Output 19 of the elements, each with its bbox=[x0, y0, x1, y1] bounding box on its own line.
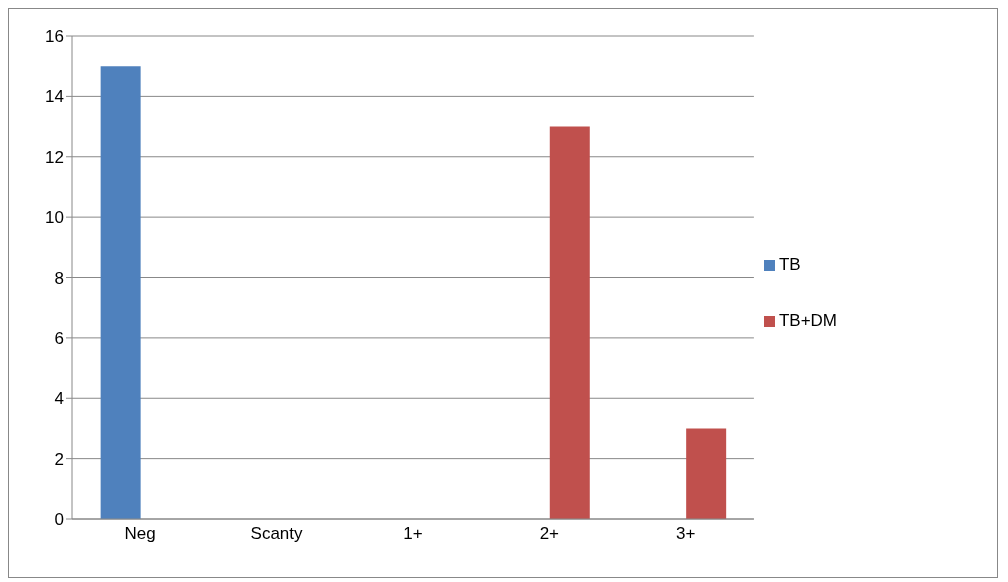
x-tick-label: Scanty bbox=[250, 524, 304, 544]
x-tick-label: 2+ bbox=[539, 524, 560, 544]
y-tick-label: 2 bbox=[54, 449, 64, 469]
x-tick-label: 1+ bbox=[403, 524, 423, 544]
bar bbox=[686, 428, 727, 519]
y-tick-label: 4 bbox=[54, 389, 64, 409]
bar bbox=[549, 126, 590, 519]
y-tick-label: 0 bbox=[54, 510, 64, 530]
y-tick-label: 10 bbox=[45, 208, 64, 228]
x-tick-label: Neg bbox=[124, 524, 156, 544]
y-tick-label: 12 bbox=[45, 147, 64, 167]
y-tick-label: 16 bbox=[45, 27, 64, 47]
y-tick-label: 14 bbox=[45, 87, 64, 107]
y-tick-label: 6 bbox=[54, 328, 64, 348]
legend-label: TB+DM bbox=[778, 311, 837, 330]
y-tick-label: 8 bbox=[54, 268, 64, 288]
x-tick-label: 3+ bbox=[676, 524, 696, 544]
bar bbox=[100, 66, 141, 519]
legend-label: TB bbox=[778, 255, 801, 274]
